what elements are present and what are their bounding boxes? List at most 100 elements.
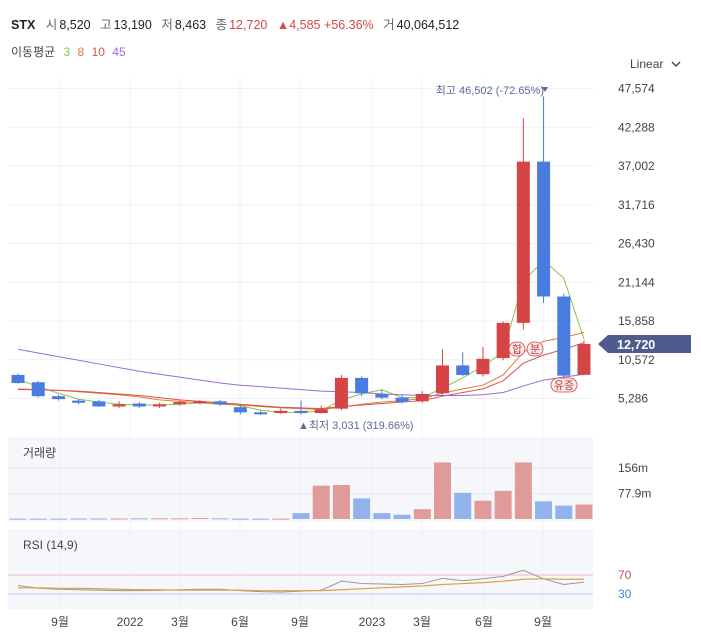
price-axis-label: 42,288 [618, 120, 655, 134]
ma-period-45: 45 [112, 45, 126, 59]
candle-body [537, 161, 551, 297]
volume-bar [130, 518, 148, 520]
volume-axis-label: 77.9m [618, 487, 651, 501]
candle-body [334, 377, 348, 409]
time-axis-label: 3월 [171, 615, 189, 629]
chevron-down-icon [671, 61, 681, 67]
candle-body [72, 400, 86, 403]
ma-legend-label: 이동평균 [11, 45, 56, 59]
candle-body [436, 365, 449, 394]
time-axis-label: 2022 [117, 615, 144, 629]
current-price-tag [598, 335, 691, 354]
rsi-lines [17, 569, 585, 593]
candle-body [213, 401, 227, 405]
candle-body [112, 404, 126, 407]
volume-bar [413, 509, 431, 519]
annotations: 12,720 최고 46,502 (-72.65%) ▲최저 3,031 (319.… [298, 84, 691, 432]
rsi-axis-label-70: 70 [618, 568, 632, 582]
price-axis-label: 10,572 [618, 353, 655, 367]
candle-body [496, 322, 510, 359]
candle-body [516, 161, 530, 323]
price-axis-label: 5,286 [618, 392, 648, 406]
price-axis-label: 37,002 [618, 159, 655, 173]
event-marker-split: 분 [530, 344, 540, 356]
volume-bar [434, 462, 451, 519]
price-axis-label: 31,716 [618, 198, 655, 212]
volume-bars [9, 462, 593, 520]
min-price-label: ▲최저 3,031 (319.66%) [298, 419, 414, 432]
high-label: 고 [100, 18, 112, 32]
candle-body [173, 402, 187, 405]
low-value: 8,463 [174, 18, 207, 32]
candle-body [254, 412, 268, 415]
candle-body [11, 374, 25, 384]
axis-labels: 47,574 42,288 37,002 31,716 26,430 21,144 15,8… [23, 82, 655, 630]
volume-bar [110, 518, 128, 520]
candle-body [233, 407, 247, 413]
time-axis-label: 9월 [51, 615, 69, 629]
volume-bar [535, 501, 553, 519]
symbol: STX [11, 18, 36, 32]
volume-bar [9, 518, 27, 520]
time-axis-label: 6월 [475, 615, 493, 629]
high-value: 13,190 [113, 18, 152, 32]
price-axis-label: 47,574 [618, 82, 655, 96]
volume-bar [252, 518, 270, 520]
volume-bar [353, 498, 371, 519]
time-axis-label: 3월 [413, 615, 431, 629]
candle-body [274, 410, 288, 414]
low-label: 저 [161, 18, 173, 32]
volume-bar [171, 518, 189, 520]
close-label: 종 [215, 18, 228, 32]
candle-body [375, 393, 389, 398]
max-price-marker-icon [542, 87, 548, 92]
candle-body [415, 393, 429, 402]
volume-bar [474, 500, 492, 519]
price-axis-label: 26,430 [618, 237, 655, 251]
volume-bar [49, 518, 67, 520]
candle-body [132, 403, 146, 407]
ma-period-3: 3 [63, 45, 71, 59]
price-axis-label: 15,858 [618, 314, 655, 328]
volume-bar [454, 492, 472, 519]
moving-average-legend: 이동평균 3 8 10 45 [11, 43, 130, 60]
candle-body [294, 410, 308, 414]
volume-bar [373, 513, 391, 519]
event-marker-split-bg [526, 341, 544, 357]
time-axis-label: 9월 [534, 615, 552, 629]
candle-body [153, 404, 166, 407]
event-marker-merger: 합 [512, 343, 522, 356]
volume-bar [191, 518, 209, 520]
event-marker-rights-offering: 유증 [554, 379, 574, 392]
time-axis-label: 2023 [359, 615, 386, 629]
open-value: 8,520 [59, 18, 91, 32]
volume-bar [292, 513, 310, 519]
moving-average-ma45 [17, 348, 585, 396]
price-axis-label: 21,144 [618, 275, 655, 289]
quote-header: STX 시 8,520 고 13,190 저 8,463 종 12,720 ▲4,585… [11, 14, 465, 33]
volume-bar [70, 518, 88, 520]
volume-bar [494, 490, 512, 519]
volume-bar [151, 518, 168, 520]
event-marker-merger-bg [508, 341, 526, 357]
change-value: ▲4,585 +56.36% [276, 18, 374, 32]
scale-toggle[interactable]: Linear [630, 57, 681, 71]
volume-bar [332, 485, 350, 519]
time-axis-label: 9월 [291, 615, 309, 629]
volume-axis-label: 156m [618, 461, 648, 475]
candle-body [577, 344, 591, 375]
open-label: 시 [45, 18, 58, 32]
volume-bar [272, 518, 290, 520]
candle-body [314, 409, 328, 414]
rsi-signal-line [18, 578, 584, 592]
volume-bar [393, 514, 411, 519]
rsi-panel-title: RSI (14,9) [23, 538, 78, 552]
ma-period-8: 8 [77, 45, 85, 59]
candle-body [51, 396, 65, 400]
candle-body [31, 382, 45, 397]
candle-body [355, 377, 369, 394]
scale-label: Linear [630, 57, 664, 71]
volume-label: 거 [383, 18, 395, 32]
event-marker-rights-offering-bg [550, 377, 578, 393]
